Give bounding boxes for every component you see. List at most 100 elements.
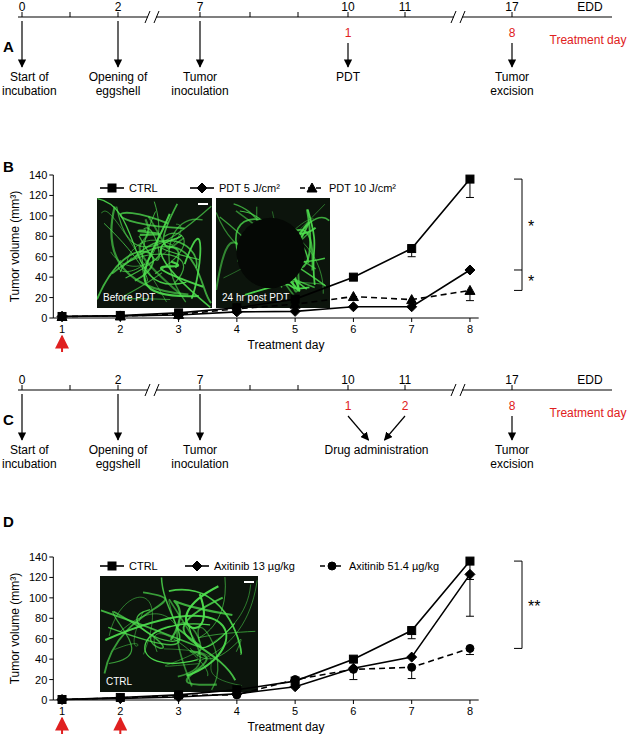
- data-point: [174, 692, 184, 702]
- data-point: [349, 273, 357, 281]
- day-label: 10: [341, 373, 355, 387]
- day-label: 2: [115, 373, 122, 387]
- microscopy-image: Before PDT: [97, 198, 212, 308]
- event-arrow: [348, 416, 369, 440]
- data-point: [349, 655, 357, 663]
- x-tick-label: 7: [409, 705, 415, 717]
- y-tick: [49, 256, 53, 257]
- timeline-tick: [70, 12, 71, 17]
- x-tick-label: 2: [117, 323, 123, 335]
- x-tick: [236, 318, 237, 322]
- panel-label: D: [3, 513, 14, 530]
- data-point: [291, 676, 299, 684]
- data-point: [232, 689, 242, 699]
- event-arrow: [21, 394, 22, 440]
- y-tick: [49, 597, 53, 598]
- timeline: C027101117EDD128Treatment dayStart ofinc…: [2, 373, 626, 471]
- treatment-arrow: [119, 718, 121, 734]
- day-label: 2: [115, 0, 122, 14]
- vessel: [161, 235, 211, 308]
- y-tick: [49, 236, 53, 237]
- y-tick: [49, 679, 53, 680]
- legend-label: CTRL: [129, 182, 158, 194]
- data-point: [58, 695, 66, 703]
- legend-label: Axitinib 51.4 µg/kg: [349, 560, 439, 572]
- x-tick-label: 7: [409, 323, 415, 335]
- axis-break: [451, 384, 456, 396]
- timeline-tick: [250, 385, 251, 390]
- legend-entry: Axitinib 51.4 µg/kg: [320, 560, 439, 572]
- legend-entry: CTRL: [100, 182, 158, 194]
- error-cap: [408, 638, 416, 639]
- x-tick-label: 6: [350, 705, 356, 717]
- x-tick: [295, 700, 296, 704]
- x-tick: [236, 700, 237, 704]
- error-cap: [466, 616, 474, 617]
- event-label: Tumor: [495, 443, 529, 457]
- y-axis: [53, 175, 54, 318]
- scale-bar: [198, 203, 208, 205]
- bracket-tick: [514, 179, 522, 180]
- data-point: [408, 663, 416, 671]
- legend-label: PDT 5 J/cm²: [219, 182, 280, 194]
- vessel: [117, 206, 212, 247]
- day-label: EDD: [577, 373, 603, 387]
- chart: Before PDT24 hr post PDT0204060801001201…: [3, 158, 534, 352]
- error-cap: [349, 679, 357, 680]
- treatment-day-label: 1: [345, 26, 352, 40]
- bracket-line: [522, 561, 523, 648]
- vessel: [109, 611, 132, 663]
- x-tick: [353, 700, 354, 704]
- event-label: inoculation: [171, 84, 228, 98]
- axis-break: [154, 11, 159, 23]
- y-axis: [53, 557, 54, 700]
- event-arrow: [199, 21, 200, 67]
- y-tick-label: 20: [35, 292, 47, 304]
- day-label: 0: [19, 373, 26, 387]
- x-axis-label: Treatment day: [248, 338, 325, 352]
- x-tick-label: 6: [350, 323, 356, 335]
- x-tick: [411, 700, 412, 704]
- bracket-tick: [514, 269, 522, 270]
- event-label: excision: [490, 84, 533, 98]
- timeline-tick: [250, 12, 251, 17]
- y-tick: [49, 557, 53, 558]
- vessel: [120, 254, 183, 283]
- x-tick-label: 5: [292, 323, 298, 335]
- axis-break: [451, 11, 456, 23]
- y-tick-label: 0: [41, 312, 47, 324]
- event-label: excision: [490, 457, 533, 471]
- panel-label: A: [3, 38, 14, 55]
- data-point: [58, 695, 66, 703]
- day-label: EDD: [577, 0, 603, 14]
- vessel: [120, 213, 184, 229]
- axis-break: [154, 384, 159, 396]
- error-cap: [466, 197, 474, 198]
- treatment-day-title: Treatment day: [550, 406, 627, 420]
- vessel: [169, 219, 203, 302]
- event-label: eggshell: [96, 84, 141, 98]
- event-arrow: [21, 21, 22, 67]
- data-point: [466, 557, 474, 565]
- y-tick-label: 0: [41, 694, 47, 706]
- event-label: Tumor: [495, 70, 529, 84]
- x-tick-label: 1: [59, 705, 65, 717]
- vessel: [185, 239, 201, 299]
- y-axis-label: Tumor volume (mm³): [8, 191, 22, 303]
- event-arrow: [385, 416, 406, 440]
- x-tick-label: 3: [176, 705, 182, 717]
- y-tick: [49, 195, 53, 196]
- day-label: 7: [197, 373, 204, 387]
- vessel: [108, 577, 180, 644]
- legend-label: CTRL: [129, 560, 158, 572]
- event-label: Start of: [10, 70, 49, 84]
- day-label: 0: [19, 0, 26, 14]
- event-label: incubation: [2, 84, 57, 98]
- data-point: [233, 691, 241, 699]
- vessel: [198, 577, 255, 638]
- treatment-arrow: [61, 336, 63, 352]
- image-background: [100, 576, 258, 692]
- series-line: [62, 561, 470, 699]
- x-tick: [469, 318, 470, 322]
- x-tick: [411, 318, 412, 322]
